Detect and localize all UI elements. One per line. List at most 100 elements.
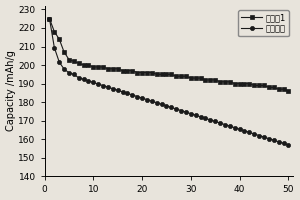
实施例1 xyxy=(48,17,51,20)
实施例1 xyxy=(106,68,110,70)
常规材料 xyxy=(126,92,129,95)
实施例1 xyxy=(130,69,134,72)
实施例1 xyxy=(160,73,164,76)
常规材料 xyxy=(213,120,217,123)
实施例1 xyxy=(121,69,124,72)
实施例1 xyxy=(223,81,227,83)
常规材料 xyxy=(184,111,188,113)
常规材料 xyxy=(179,109,183,112)
实施例1 xyxy=(116,68,119,70)
实施例1 xyxy=(62,51,66,53)
常规材料 xyxy=(111,88,115,90)
常规材料 xyxy=(135,95,139,98)
常规材料 xyxy=(121,91,124,93)
实施例1 xyxy=(72,60,76,63)
常规材料 xyxy=(228,125,232,127)
实施例1 xyxy=(169,73,173,76)
常规材料 xyxy=(218,122,222,124)
常规材料 xyxy=(116,89,119,91)
实施例1 xyxy=(179,75,183,77)
常规材料 xyxy=(106,86,110,88)
实施例1 xyxy=(204,79,207,81)
实施例1 xyxy=(272,86,276,89)
常规材料 xyxy=(194,114,197,116)
常规材料 xyxy=(243,130,246,132)
常规材料 xyxy=(272,139,276,141)
常规材料 xyxy=(82,78,85,81)
实施例1 xyxy=(253,84,256,87)
常规材料 xyxy=(189,112,193,115)
实施例1 xyxy=(277,88,281,90)
实施例1 xyxy=(165,73,168,76)
实施例1 xyxy=(257,84,261,87)
常规材料 xyxy=(160,103,164,106)
实施例1 xyxy=(96,66,100,68)
实施例1 xyxy=(140,71,144,74)
常规材料 xyxy=(48,17,51,20)
常规材料 xyxy=(72,73,76,76)
实施例1 xyxy=(67,58,71,61)
实施例1 xyxy=(174,75,178,77)
实施例1 xyxy=(52,30,56,33)
实施例1 xyxy=(57,38,61,40)
实施例1 xyxy=(87,64,90,66)
常规材料 xyxy=(248,131,251,134)
常规材料 xyxy=(204,117,207,120)
常规材料 xyxy=(238,128,242,130)
常规材料 xyxy=(262,136,266,138)
常规材料 xyxy=(101,84,105,87)
常规材料 xyxy=(174,108,178,110)
常规材料 xyxy=(96,83,100,85)
实施例1 xyxy=(111,68,115,70)
常规材料 xyxy=(169,106,173,109)
常规材料 xyxy=(155,102,158,104)
实施例1 xyxy=(92,66,95,68)
实施例1 xyxy=(126,69,129,72)
实施例1 xyxy=(150,71,154,74)
常规材料 xyxy=(140,97,144,99)
常规材料 xyxy=(253,133,256,135)
实施例1 xyxy=(208,79,212,81)
常规材料 xyxy=(223,123,227,126)
常规材料 xyxy=(62,68,66,70)
常规材料 xyxy=(57,61,61,63)
常规材料 xyxy=(199,116,202,118)
常规材料 xyxy=(277,141,281,143)
实施例1 xyxy=(135,71,139,74)
实施例1 xyxy=(286,90,290,92)
常规材料 xyxy=(208,119,212,121)
实施例1 xyxy=(213,79,217,81)
实施例1 xyxy=(101,66,105,68)
实施例1 xyxy=(243,82,246,85)
实施例1 xyxy=(233,82,236,85)
Y-axis label: Capacity /mAh/g: Capacity /mAh/g xyxy=(6,51,16,131)
常规材料 xyxy=(286,144,290,146)
常规材料 xyxy=(267,137,271,140)
实施例1 xyxy=(228,81,232,83)
实施例1 xyxy=(194,77,197,79)
常规材料 xyxy=(145,98,149,101)
常规材料 xyxy=(77,77,80,79)
实施例1 xyxy=(145,71,149,74)
实施例1 xyxy=(238,82,242,85)
实施例1 xyxy=(267,86,271,89)
实施例1 xyxy=(189,77,193,79)
Line: 常规材料: 常规材料 xyxy=(47,17,290,147)
实施例1 xyxy=(77,62,80,64)
实施例1 xyxy=(248,82,251,85)
常规材料 xyxy=(282,142,285,145)
实施例1 xyxy=(282,88,285,90)
实施例1 xyxy=(262,84,266,87)
实施例1 xyxy=(218,81,222,83)
常规材料 xyxy=(87,80,90,82)
常规材料 xyxy=(165,105,168,107)
Line: 实施例1: 实施例1 xyxy=(47,17,290,93)
常规材料 xyxy=(257,134,261,137)
Legend: 实施例1, 常规材料: 实施例1, 常规材料 xyxy=(238,10,289,36)
实施例1 xyxy=(155,73,158,76)
实施例1 xyxy=(199,77,202,79)
常规材料 xyxy=(67,72,71,74)
常规材料 xyxy=(52,46,56,49)
常规材料 xyxy=(233,127,236,129)
实施例1 xyxy=(184,75,188,77)
